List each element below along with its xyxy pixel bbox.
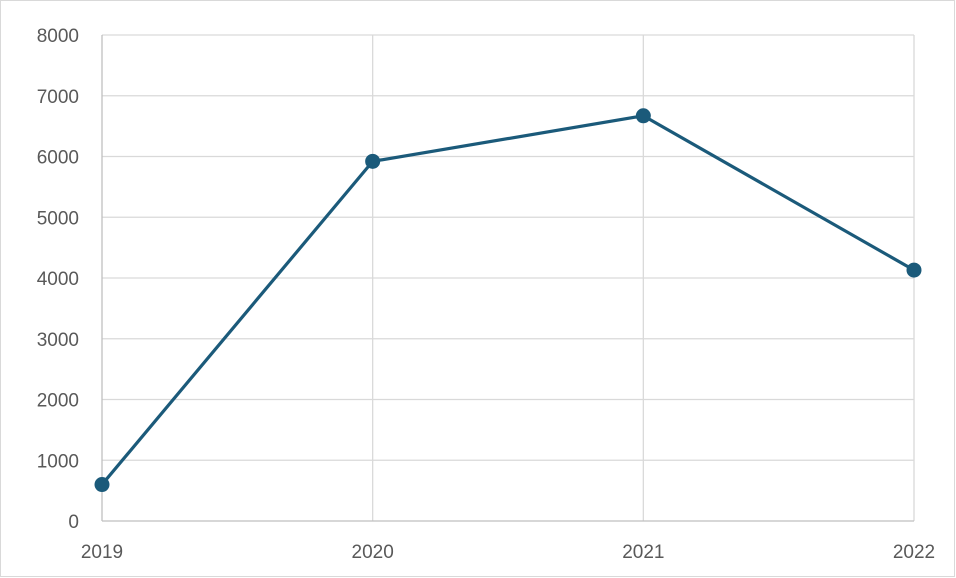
data-point[interactable] xyxy=(906,262,922,278)
y-tick-label: 7000 xyxy=(37,87,79,108)
data-point[interactable] xyxy=(365,153,381,169)
y-tick-label: 4000 xyxy=(37,269,79,290)
y-tick-label: 1000 xyxy=(37,451,79,472)
y-tick-label: 6000 xyxy=(37,148,79,169)
y-tick-label: 2000 xyxy=(37,391,79,412)
x-tick-label: 2020 xyxy=(352,542,394,563)
y-tick-label: 8000 xyxy=(37,26,79,47)
x-tick-label: 2022 xyxy=(893,542,935,563)
y-tick-label: 5000 xyxy=(37,208,79,229)
x-tick-label: 2019 xyxy=(81,542,123,563)
y-tick-label: 0 xyxy=(68,512,79,533)
x-tick-label: 2021 xyxy=(622,542,664,563)
data-point[interactable] xyxy=(94,477,110,493)
series-line xyxy=(100,114,916,487)
y-tick-label: 3000 xyxy=(37,330,79,351)
data-point[interactable] xyxy=(635,108,651,124)
